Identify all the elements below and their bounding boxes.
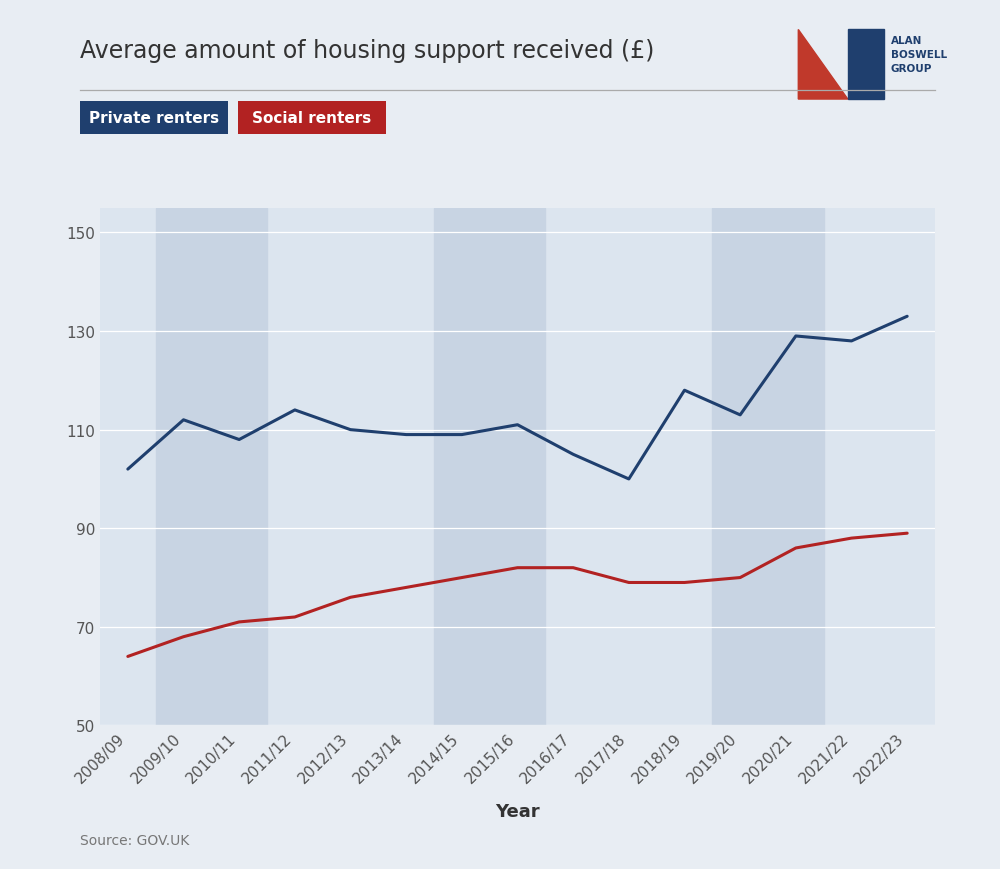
Bar xyxy=(712,209,824,726)
X-axis label: Year: Year xyxy=(495,802,540,820)
Text: ALAN
BOSWELL
GROUP: ALAN BOSWELL GROUP xyxy=(891,36,947,74)
Bar xyxy=(848,30,884,100)
Text: Private renters: Private renters xyxy=(89,110,219,126)
Text: Average amount of housing support received (£): Average amount of housing support receiv… xyxy=(80,39,654,63)
Bar xyxy=(156,209,267,726)
Bar xyxy=(434,209,545,726)
Polygon shape xyxy=(798,30,848,100)
Text: Source: GOV.UK: Source: GOV.UK xyxy=(80,833,189,847)
Text: Social renters: Social renters xyxy=(252,110,372,126)
